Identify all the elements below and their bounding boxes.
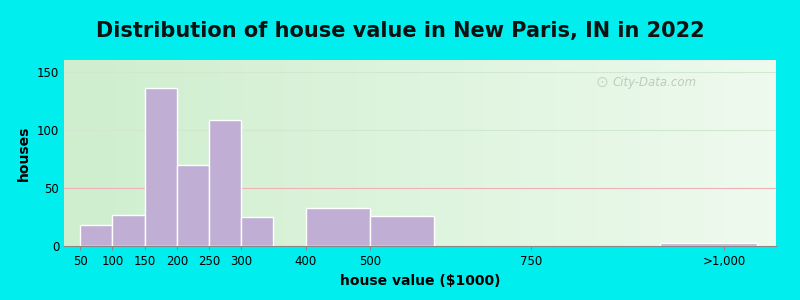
- X-axis label: house value ($1000): house value ($1000): [340, 274, 500, 288]
- Text: Distribution of house value in New Paris, IN in 2022: Distribution of house value in New Paris…: [96, 21, 704, 41]
- Bar: [306, 208, 370, 246]
- Bar: [112, 214, 145, 246]
- Text: City-Data.com: City-Data.com: [613, 76, 697, 89]
- Text: ⊙: ⊙: [595, 75, 608, 90]
- Bar: [370, 216, 434, 246]
- Bar: [209, 120, 241, 246]
- Bar: [80, 225, 112, 246]
- Bar: [145, 88, 177, 246]
- Bar: [177, 165, 209, 246]
- Bar: [660, 242, 757, 246]
- Y-axis label: houses: houses: [18, 125, 31, 181]
- Bar: [241, 217, 274, 246]
